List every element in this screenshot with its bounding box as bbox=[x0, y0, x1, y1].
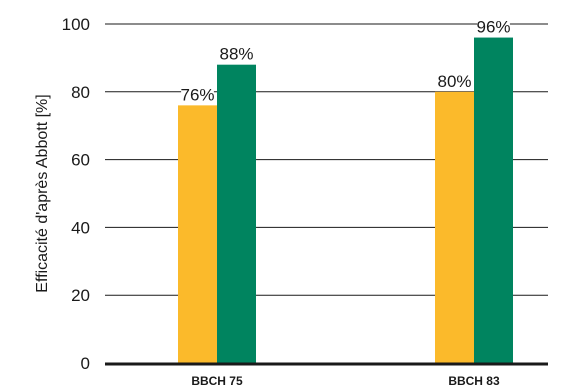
data-label-series2-0: 88% bbox=[219, 45, 253, 64]
y-axis-label: Efficacité d'après Abbott [%] bbox=[34, 94, 51, 292]
data-label-backdrop bbox=[438, 70, 471, 90]
y-tick-label-0: 0 bbox=[81, 354, 90, 373]
data-label-backdrop bbox=[477, 16, 510, 36]
y-tick-label-20: 20 bbox=[71, 286, 90, 305]
y-ticks: 0 20 40 60 80 100 bbox=[62, 15, 90, 373]
y-tick-label-60: 60 bbox=[71, 151, 90, 170]
data-labels: 76% 88% 80% 96% bbox=[180, 16, 511, 104]
bar-series2-0 bbox=[217, 64, 256, 364]
data-label-series1-1: 80% bbox=[437, 72, 471, 91]
bar-series1-1 bbox=[435, 91, 474, 364]
x-category-label-1: BBCH 83 bbox=[448, 374, 500, 388]
data-label-series2-1: 96% bbox=[476, 18, 510, 37]
y-tick-label-40: 40 bbox=[71, 218, 90, 237]
bars bbox=[178, 37, 513, 364]
bar-series2-1 bbox=[474, 37, 513, 364]
bar-series1-0 bbox=[178, 105, 217, 364]
x-categories: BBCH 75 BBCH 83 bbox=[191, 374, 500, 388]
data-label-backdrop bbox=[220, 43, 253, 63]
x-category-label-0: BBCH 75 bbox=[191, 374, 243, 388]
data-label-backdrop bbox=[181, 84, 214, 104]
y-tick-label-100: 100 bbox=[62, 15, 90, 34]
y-tick-label-80: 80 bbox=[71, 83, 90, 102]
data-label-series1-0: 76% bbox=[180, 85, 214, 104]
